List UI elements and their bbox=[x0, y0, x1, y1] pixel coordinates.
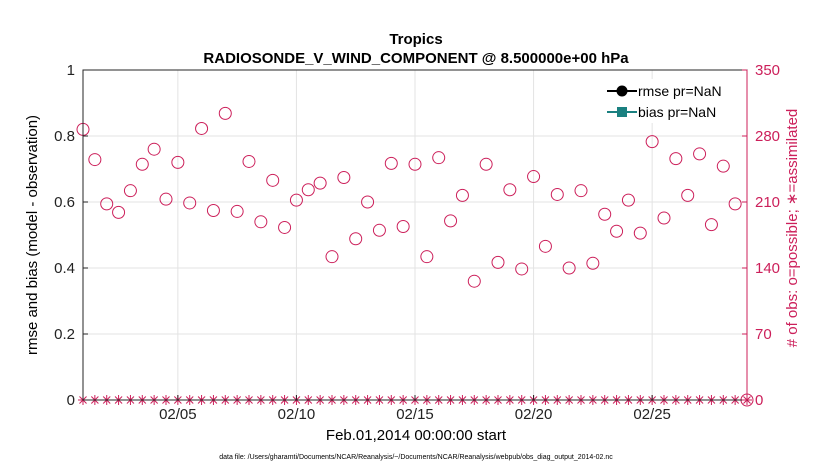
possible-obs-point bbox=[325, 250, 339, 264]
chart-title: Tropics bbox=[389, 31, 442, 48]
y-ticks-left: 0 0.2 0.4 0.6 0.8 1 bbox=[54, 62, 88, 409]
possible-obs-point bbox=[206, 203, 220, 217]
possible-obs-point bbox=[100, 197, 114, 211]
possible-obs-point bbox=[242, 154, 256, 168]
possible-obs-point bbox=[538, 239, 552, 253]
y-tick-label: 0 bbox=[67, 392, 75, 409]
y-tick-label: 0.8 bbox=[54, 128, 75, 145]
possible-obs-point bbox=[349, 232, 363, 246]
y-right-tick-label: 0 bbox=[755, 392, 763, 409]
possible-obs-point bbox=[183, 196, 197, 210]
possible-obs-point bbox=[171, 155, 185, 169]
possible-obs-point bbox=[669, 152, 683, 166]
possible-obs-point bbox=[88, 153, 102, 167]
x-axis-label: Feb.01,2014 00:00:00 start bbox=[326, 427, 507, 444]
possible-obs-point bbox=[230, 204, 244, 218]
possible-obs-point bbox=[527, 170, 541, 184]
possible-obs-point bbox=[704, 218, 718, 232]
possible-obs-point bbox=[728, 197, 742, 211]
possible-obs-point bbox=[633, 226, 647, 240]
possible-obs-point bbox=[266, 173, 280, 187]
possible-obs-point bbox=[444, 214, 458, 228]
y-axis-label-right: # of obs: o=possible; ∗=assimilated bbox=[784, 109, 801, 348]
x-tick-label: 02/10 bbox=[278, 406, 316, 423]
possible-obs-point bbox=[123, 184, 137, 198]
possible-obs-point bbox=[610, 224, 624, 238]
grid-layer bbox=[83, 70, 747, 400]
y-tick-label: 0.4 bbox=[54, 260, 75, 277]
possible-obs-point bbox=[562, 261, 576, 275]
x-tick-label: 02/20 bbox=[515, 406, 553, 423]
y-ticks-right: 0 70 140 210 280 350 bbox=[742, 62, 780, 409]
x-ticks: 02/05 02/10 02/15 02/20 02/25 bbox=[159, 395, 671, 423]
x-tick-label: 02/15 bbox=[396, 406, 434, 423]
possible-obs-point bbox=[218, 106, 232, 120]
possible-obs-point bbox=[621, 193, 635, 207]
legend-bias-label: bias pr=NaN bbox=[638, 104, 716, 120]
x-tick-label: 02/05 bbox=[159, 406, 197, 423]
possible-obs-point bbox=[112, 205, 126, 219]
possible-obs-point bbox=[657, 211, 671, 225]
possible-obs-point bbox=[313, 176, 327, 190]
possible-obs-point bbox=[550, 187, 564, 201]
possible-obs-point bbox=[455, 188, 469, 202]
data-file-footer: data file: /Users/gharamti/Documents/NCA… bbox=[219, 454, 613, 461]
possible-obs-point bbox=[254, 215, 268, 229]
possible-obs-point bbox=[503, 183, 517, 197]
x-tick-label: 02/25 bbox=[633, 406, 671, 423]
y-tick-label: 0.6 bbox=[54, 194, 75, 211]
possible-obs-point bbox=[598, 207, 612, 221]
possible-obs-point bbox=[159, 192, 173, 206]
possible-obs-point bbox=[420, 250, 434, 264]
possible-obs-point bbox=[289, 193, 303, 207]
possible-obs-point bbox=[716, 159, 730, 173]
possible-obs-point bbox=[574, 184, 588, 198]
y-right-tick-label: 140 bbox=[755, 260, 780, 277]
possible-obs-point bbox=[301, 183, 315, 197]
legend-rmse-marker bbox=[616, 85, 628, 97]
legend-rmse-label: rmse pr=NaN bbox=[638, 83, 722, 99]
y-right-tick-label: 350 bbox=[755, 62, 780, 79]
possible-obs-point bbox=[432, 151, 446, 165]
legend: rmse pr=NaN bias pr=NaN bbox=[604, 79, 742, 123]
possible-obs-point bbox=[491, 255, 505, 269]
possible-obs-point bbox=[278, 220, 292, 234]
possible-obs-point bbox=[479, 157, 493, 171]
possible-obs-point bbox=[147, 142, 161, 156]
possible-obs-point bbox=[372, 223, 386, 237]
possible-obs-point bbox=[515, 262, 529, 276]
possible-obs-point bbox=[693, 147, 707, 161]
chart-subtitle: RADIOSONDE_V_WIND_COMPONENT @ 8.500000e+… bbox=[203, 50, 629, 67]
y-tick-label: 0.2 bbox=[54, 326, 75, 343]
possible-obs-point bbox=[467, 274, 481, 288]
possible-obs-point bbox=[408, 157, 422, 171]
y-right-tick-label: 70 bbox=[755, 326, 772, 343]
y-right-tick-label: 210 bbox=[755, 194, 780, 211]
possible-obs-point bbox=[384, 156, 398, 170]
possible-obs-point bbox=[681, 188, 695, 202]
possible-obs-point bbox=[361, 195, 375, 209]
possible-obs-point bbox=[195, 121, 209, 135]
possible-obs-point bbox=[396, 220, 410, 234]
y-tick-label: 1 bbox=[67, 62, 75, 79]
possible-obs-point bbox=[645, 135, 659, 149]
y-axis-label-left: rmse and bias (model - observation) bbox=[24, 115, 41, 355]
y-right-tick-label: 280 bbox=[755, 128, 780, 145]
possible-obs-point bbox=[337, 170, 351, 184]
legend-bias-marker bbox=[617, 107, 627, 117]
possible-obs-point bbox=[135, 157, 149, 171]
possible-obs-point bbox=[586, 256, 600, 270]
